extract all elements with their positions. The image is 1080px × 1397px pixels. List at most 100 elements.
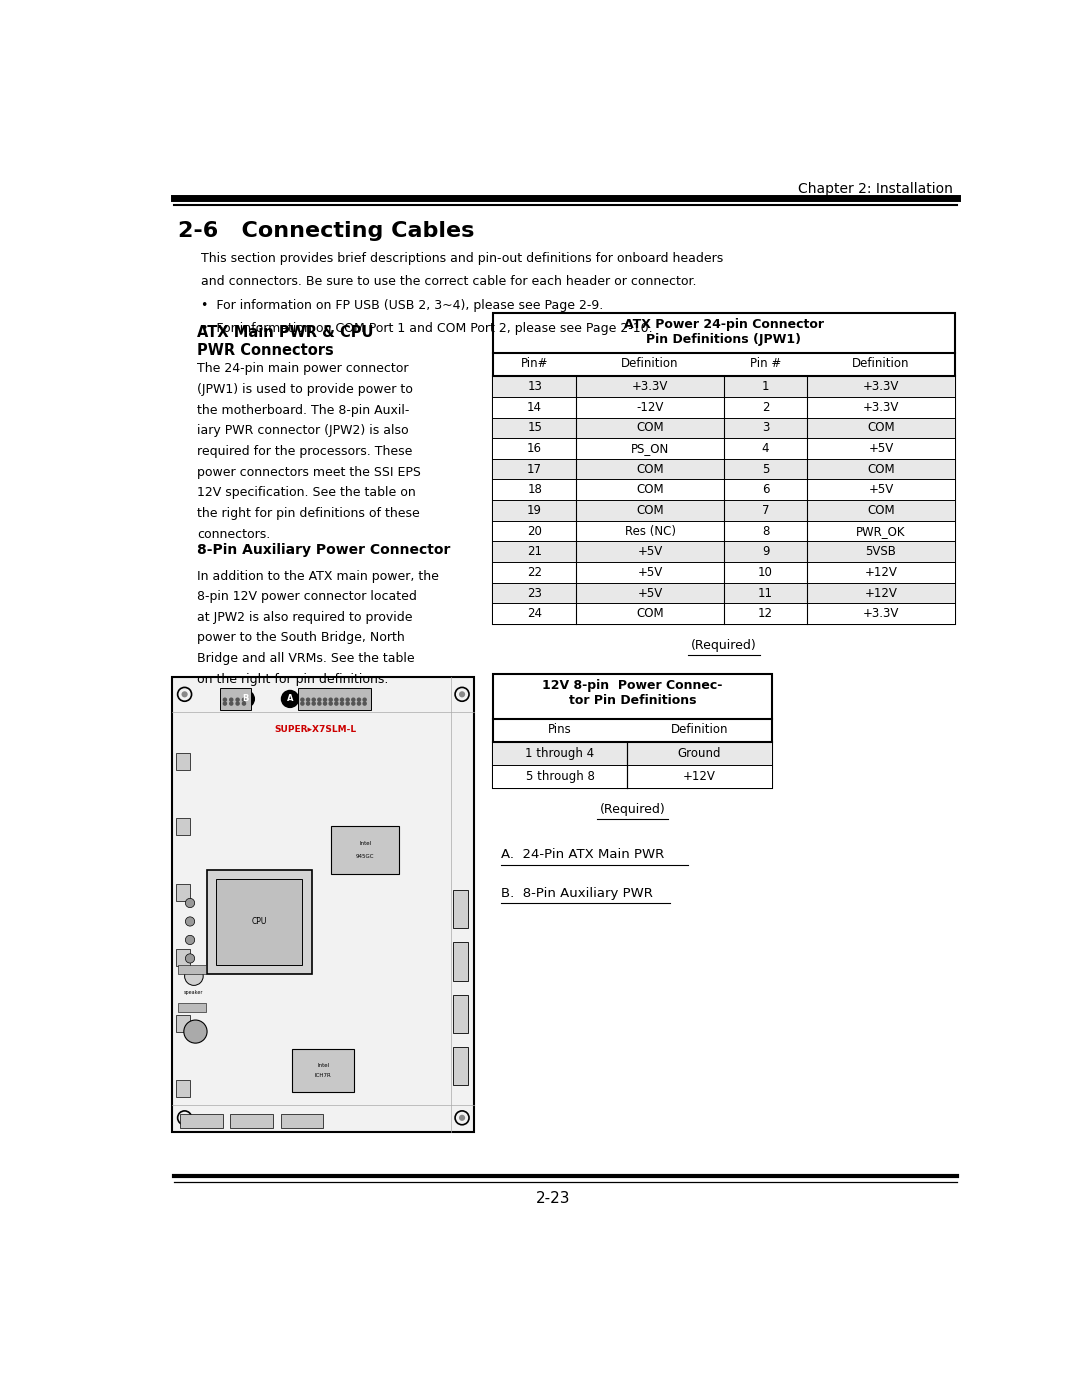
Circle shape bbox=[363, 703, 366, 705]
Bar bbox=[220, 689, 252, 710]
Text: Intel: Intel bbox=[318, 1063, 329, 1067]
Bar bbox=[494, 418, 955, 439]
Text: 15: 15 bbox=[527, 422, 542, 434]
Text: 5: 5 bbox=[761, 462, 769, 476]
Text: A: A bbox=[287, 694, 294, 704]
Text: 17: 17 bbox=[527, 462, 542, 476]
Text: B: B bbox=[243, 694, 249, 704]
Text: Definition: Definition bbox=[621, 358, 679, 370]
Text: +3.3V: +3.3V bbox=[632, 380, 669, 393]
Circle shape bbox=[312, 698, 315, 701]
Bar bbox=[176, 949, 190, 967]
Circle shape bbox=[238, 690, 255, 707]
Text: COM: COM bbox=[636, 608, 664, 620]
Bar bbox=[453, 1046, 469, 1085]
Bar bbox=[494, 604, 955, 624]
Circle shape bbox=[237, 698, 239, 701]
Circle shape bbox=[329, 703, 333, 705]
Text: 21: 21 bbox=[527, 545, 542, 559]
Text: and connectors. Be sure to use the correct cable for each header or connector.: and connectors. Be sure to use the corre… bbox=[201, 275, 697, 288]
Text: 945GC: 945GC bbox=[356, 854, 375, 859]
Text: •  For information on COM Port 1 and COM Port 2, please see Page 2-10.: • For information on COM Port 1 and COM … bbox=[201, 323, 652, 335]
Text: COM: COM bbox=[867, 462, 895, 476]
Circle shape bbox=[186, 898, 194, 908]
Bar bbox=[494, 583, 955, 604]
Bar bbox=[178, 964, 205, 974]
Bar bbox=[494, 439, 955, 458]
Text: 10: 10 bbox=[758, 566, 773, 578]
Bar bbox=[494, 397, 955, 418]
Bar bbox=[176, 884, 190, 901]
Text: iary PWR connector (JPW2) is also: iary PWR connector (JPW2) is also bbox=[197, 425, 408, 437]
Circle shape bbox=[352, 698, 355, 701]
Text: 23: 23 bbox=[527, 587, 542, 599]
Bar bbox=[207, 870, 312, 974]
Text: PS_ON: PS_ON bbox=[631, 441, 670, 455]
Bar bbox=[172, 678, 474, 1132]
Text: •  For information on FP USB (USB 2, 3~4), please see Page 2-9.: • For information on FP USB (USB 2, 3~4)… bbox=[201, 299, 603, 312]
Circle shape bbox=[346, 703, 349, 705]
Bar bbox=[494, 479, 955, 500]
Text: 8-pin 12V power connector located: 8-pin 12V power connector located bbox=[197, 590, 417, 604]
Text: +5V: +5V bbox=[637, 587, 663, 599]
Text: PWR_OK: PWR_OK bbox=[856, 525, 906, 538]
Text: +12V: +12V bbox=[865, 566, 897, 578]
Circle shape bbox=[230, 698, 233, 701]
Circle shape bbox=[242, 698, 245, 701]
Text: 5 through 8: 5 through 8 bbox=[526, 770, 594, 784]
Bar bbox=[180, 1113, 222, 1127]
Circle shape bbox=[307, 698, 310, 701]
Text: +5V: +5V bbox=[868, 483, 893, 496]
Text: 8-Pin Auxiliary Power Connector: 8-Pin Auxiliary Power Connector bbox=[197, 542, 450, 556]
Text: Definition: Definition bbox=[852, 358, 909, 370]
Circle shape bbox=[459, 692, 465, 697]
Text: 5VSB: 5VSB bbox=[865, 545, 896, 559]
Text: +5V: +5V bbox=[637, 566, 663, 578]
Circle shape bbox=[363, 698, 366, 701]
Circle shape bbox=[324, 698, 326, 701]
Text: 22: 22 bbox=[527, 566, 542, 578]
Circle shape bbox=[301, 698, 303, 701]
Text: ATX Main PWR & CPU
PWR Connectors: ATX Main PWR & CPU PWR Connectors bbox=[197, 326, 374, 358]
Circle shape bbox=[459, 1115, 465, 1120]
Circle shape bbox=[186, 936, 194, 944]
Text: power to the South Bridge, North: power to the South Bridge, North bbox=[197, 631, 405, 644]
Bar bbox=[494, 764, 772, 788]
Text: 12V specification. See the table on: 12V specification. See the table on bbox=[197, 486, 416, 499]
Circle shape bbox=[318, 698, 321, 701]
Text: 20: 20 bbox=[527, 525, 542, 538]
Text: +3.3V: +3.3V bbox=[863, 401, 900, 414]
Circle shape bbox=[301, 703, 303, 705]
Circle shape bbox=[181, 692, 188, 697]
Circle shape bbox=[329, 698, 333, 701]
Bar bbox=[494, 562, 955, 583]
Text: (JPW1) is used to provide power to: (JPW1) is used to provide power to bbox=[197, 383, 413, 397]
Circle shape bbox=[352, 703, 355, 705]
Bar bbox=[494, 376, 955, 397]
Text: 12V 8-pin  Power Connec-
tor Pin Definitions: 12V 8-pin Power Connec- tor Pin Definiti… bbox=[542, 679, 723, 707]
Bar bbox=[494, 313, 955, 624]
Bar bbox=[176, 819, 190, 835]
Text: 18: 18 bbox=[527, 483, 542, 496]
Bar bbox=[494, 542, 955, 562]
Text: In addition to the ATX main power, the: In addition to the ATX main power, the bbox=[197, 570, 438, 583]
Text: on the right for pin definitions.: on the right for pin definitions. bbox=[197, 673, 389, 686]
Circle shape bbox=[340, 698, 343, 701]
Text: B.  8-Pin Auxiliary PWR: B. 8-Pin Auxiliary PWR bbox=[501, 887, 652, 900]
Bar bbox=[494, 458, 955, 479]
Text: SUPER▸X7SLM-L: SUPER▸X7SLM-L bbox=[274, 725, 356, 733]
Circle shape bbox=[186, 916, 194, 926]
Bar bbox=[332, 826, 400, 873]
Text: Pin #: Pin # bbox=[750, 358, 781, 370]
Circle shape bbox=[181, 1115, 188, 1120]
Text: 7: 7 bbox=[761, 504, 769, 517]
Text: speaker: speaker bbox=[185, 990, 204, 995]
Text: 3: 3 bbox=[761, 422, 769, 434]
Text: 2-6   Connecting Cables: 2-6 Connecting Cables bbox=[177, 221, 474, 240]
Text: 11: 11 bbox=[758, 587, 773, 599]
Text: 14: 14 bbox=[527, 401, 542, 414]
Circle shape bbox=[224, 703, 227, 705]
Text: A.  24-Pin ATX Main PWR: A. 24-Pin ATX Main PWR bbox=[501, 848, 664, 861]
Circle shape bbox=[186, 954, 194, 963]
Circle shape bbox=[346, 698, 349, 701]
